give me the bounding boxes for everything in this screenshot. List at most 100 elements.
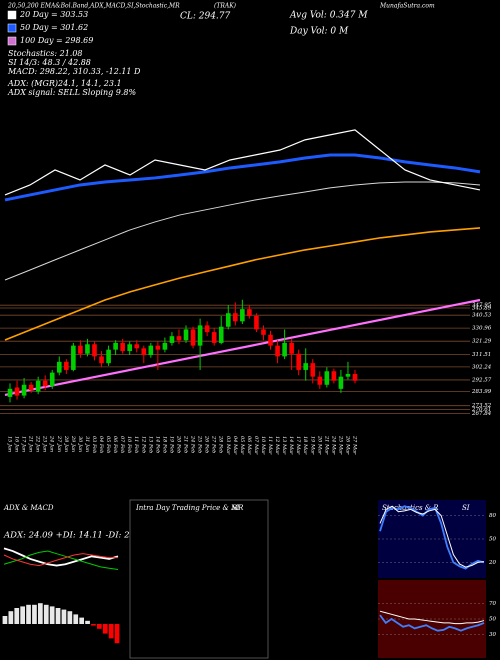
candle-body xyxy=(92,344,97,357)
bar xyxy=(61,609,67,624)
y-tick-label: 283.99 xyxy=(471,389,492,395)
x-tick-label: 07 Mar xyxy=(253,436,259,455)
candle-body xyxy=(56,361,62,373)
x-tick-label: 06 Mar xyxy=(246,436,252,455)
bar xyxy=(49,606,55,624)
candle-body xyxy=(127,344,132,352)
candle-body xyxy=(275,345,280,357)
candle-body xyxy=(197,325,203,346)
candle-body xyxy=(7,388,13,397)
x-tick-label: 27 Jan xyxy=(56,435,62,452)
candle-body xyxy=(99,356,104,364)
x-tick-label: 11 Feb xyxy=(133,436,139,453)
candle-body xyxy=(331,371,337,381)
y-tick-label: 330.96 xyxy=(472,326,492,332)
x-tick-label: 13 Feb xyxy=(147,436,153,453)
candle-body xyxy=(233,313,238,322)
x-tick-label: 24 Mar xyxy=(330,435,336,455)
x-tick-label: 06 Feb xyxy=(112,436,118,453)
x-tick-label: 26 Feb xyxy=(204,435,210,453)
candle-body xyxy=(169,336,175,343)
candle-body xyxy=(324,371,330,385)
candle-body xyxy=(162,342,168,350)
candle-body xyxy=(352,373,358,381)
candle-body xyxy=(85,344,90,354)
bar xyxy=(20,606,25,624)
candle-body xyxy=(49,372,55,387)
chart-title: 20,50,200 EMA&Bol.Band,ADX,MACD,SI,Stoch… xyxy=(7,3,180,10)
candle-body xyxy=(345,373,351,377)
series-line xyxy=(3,550,119,571)
candle-body xyxy=(247,309,252,316)
symbol: (TRAK) xyxy=(214,3,237,10)
annotation: Stochastics: 21.08 xyxy=(8,49,83,58)
y-tick-label: 270.61 xyxy=(471,407,491,413)
candle-body xyxy=(21,384,27,396)
x-tick-label: 17 Jan xyxy=(21,436,27,452)
bar xyxy=(43,604,49,624)
bar xyxy=(79,617,84,624)
panel-subtitle: SI xyxy=(232,504,240,512)
x-tick-label: 16 Jan xyxy=(14,436,20,452)
series-line xyxy=(379,610,485,625)
x-tick-label: 15 Jan xyxy=(7,436,13,452)
bar xyxy=(32,604,37,624)
candle-body xyxy=(190,329,196,346)
candle-body xyxy=(113,342,118,350)
avg-volume: Avg Vol: 0.347 M xyxy=(289,11,368,21)
y-tick-label: 273.52 xyxy=(471,403,492,409)
legend-label: 50 Day = 301.62 xyxy=(20,23,88,32)
bar xyxy=(26,604,31,624)
moving-average-line xyxy=(4,153,481,202)
x-tick-label: 29 Jan xyxy=(70,435,76,452)
close-label: CL: 294.77 xyxy=(180,12,231,22)
candle-body xyxy=(225,313,231,327)
bar xyxy=(38,603,43,624)
x-tick-label: 14 Mar xyxy=(288,436,294,455)
x-tick-label: 18 Mar xyxy=(302,436,308,455)
panel-subtitle: ADX: 24.09 +DI: 14.11 -DI: 23.06 xyxy=(3,531,149,541)
bar xyxy=(91,624,96,626)
x-tick-label: 18 Feb xyxy=(161,436,167,453)
series-line xyxy=(379,505,485,570)
y-tick-label: 292.57 xyxy=(471,377,492,383)
candle-body xyxy=(317,376,323,385)
x-tick-label: 03 Mar xyxy=(225,436,231,455)
x-tick-label: 17 Mar xyxy=(295,436,301,455)
x-tick-label: 04 Mar xyxy=(232,436,238,455)
legend-label: 100 Day = 298.69 xyxy=(20,36,93,45)
candle-body xyxy=(183,329,189,341)
moving-average-line xyxy=(4,181,481,281)
x-tick-label: 20 Feb xyxy=(175,435,181,453)
panel xyxy=(129,499,269,659)
x-tick-label: 19 Feb xyxy=(168,436,174,453)
candle-body xyxy=(28,384,34,391)
series-line xyxy=(379,505,485,568)
panel xyxy=(2,592,120,656)
y-tick-label: 321.29 xyxy=(472,339,492,345)
x-tick-label: 24 Jan xyxy=(49,435,55,452)
y-tick-label: 70 xyxy=(489,601,496,607)
bar xyxy=(2,616,8,624)
panel-subtitle: SI xyxy=(462,504,470,512)
candle-body xyxy=(211,332,217,343)
x-tick-label: 28 Jan xyxy=(63,435,69,452)
series-line xyxy=(379,614,485,632)
bar xyxy=(114,624,120,644)
annotation: ADX signal: SELL Sloping 9.8% xyxy=(7,88,136,97)
x-tick-label: 24 Feb xyxy=(190,435,196,453)
candle-body xyxy=(282,342,287,357)
moving-average-line xyxy=(4,227,481,341)
y-tick-label: 50 xyxy=(489,617,496,623)
series-line xyxy=(3,547,119,567)
x-tick-label: 03 Feb xyxy=(91,436,97,453)
x-tick-label: 05 Feb xyxy=(105,436,111,453)
candle-body xyxy=(148,345,154,356)
x-tick-label: 27 Mar xyxy=(352,435,358,455)
y-tick-label: 345.89 xyxy=(472,305,492,311)
x-tick-label: 14 Feb xyxy=(154,436,160,453)
x-tick-label: 10 Feb xyxy=(126,436,132,453)
x-tick-label: 13 Mar xyxy=(281,436,287,455)
